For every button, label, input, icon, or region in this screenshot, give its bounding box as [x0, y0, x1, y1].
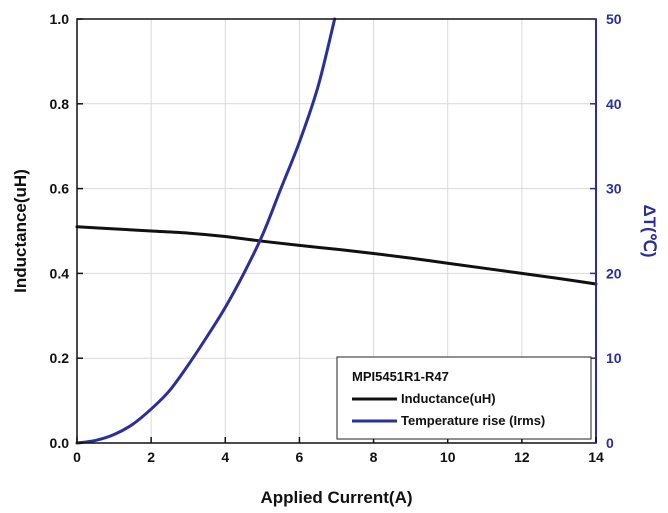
grid	[77, 19, 596, 443]
legend-label-temperature: Temperature rise (Irms)	[401, 413, 545, 428]
ticks: 0 2 4 6 8 10 12 14 0.0 0.2 0.4 0.6 0.8 1.0 0 10 20 30 40 50	[50, 11, 622, 465]
y-left-tick-label: 0.2	[50, 350, 70, 366]
y-right-tick-label: 0	[606, 435, 614, 451]
y-right-tick-label: 40	[606, 96, 622, 112]
series-line-temperature	[75, 17, 337, 445]
x-tick-label: 14	[588, 449, 604, 465]
y-left-tick-label: 0.6	[50, 181, 70, 197]
legend-label-inductance: Inductance(uH)	[401, 391, 496, 406]
y-left-tick-label: 0.4	[50, 265, 70, 281]
y-right-tick-label: 30	[606, 181, 622, 197]
y-left-tick-label: 0.0	[50, 435, 70, 451]
y-right-tick-label: 50	[606, 11, 622, 27]
series-line-inductance	[75, 225, 598, 286]
x-tick-label: 10	[440, 449, 456, 465]
y-right-tick-label: 10	[606, 350, 622, 366]
y-axis-left-label: Inductance(uH)	[11, 169, 30, 293]
y-right-tick-label: 20	[606, 265, 622, 281]
y-left-tick-label: 1.0	[50, 11, 70, 27]
y-axis-right-label: ΔT(℃)	[640, 204, 659, 257]
x-axis-label: Applied Current(A)	[260, 488, 412, 507]
x-tick-label: 6	[296, 449, 304, 465]
y-left-tick-label: 0.8	[50, 96, 70, 112]
x-tick-label: 2	[147, 449, 155, 465]
x-tick-label: 8	[370, 449, 378, 465]
x-tick-label: 0	[73, 449, 81, 465]
legend: MPI5451R1-R47 Inductance(uH) Temperature…	[336, 356, 592, 440]
x-tick-label: 12	[514, 449, 530, 465]
series-layer	[75, 17, 598, 445]
legend-title: MPI5451R1-R47	[352, 369, 449, 384]
x-tick-label: 4	[221, 449, 229, 465]
